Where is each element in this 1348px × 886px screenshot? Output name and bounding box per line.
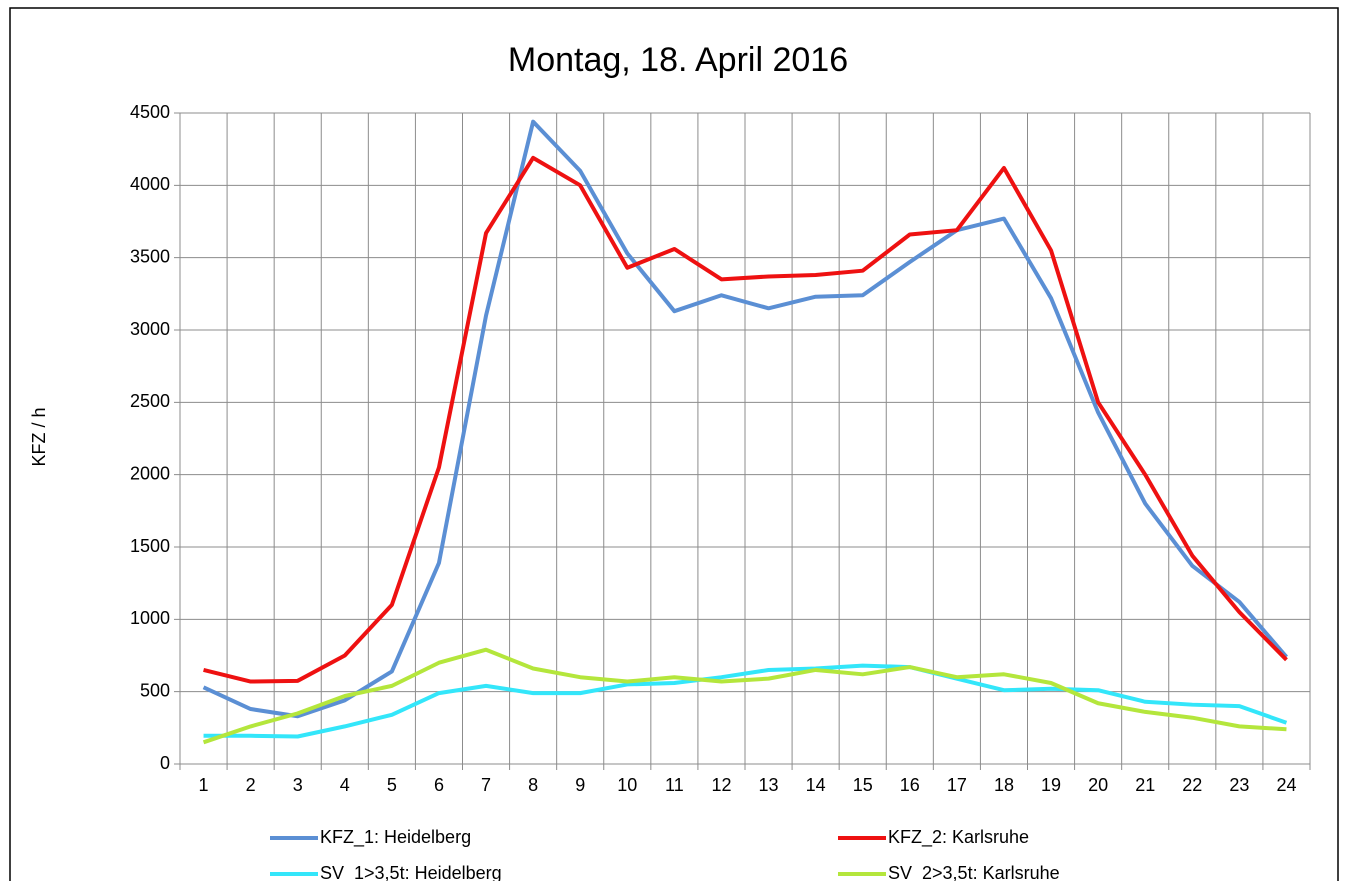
x-tick-label: 2 — [246, 775, 256, 795]
legend-label: KFZ_1: Heidelberg — [320, 827, 471, 848]
x-tick-label: 14 — [806, 775, 826, 795]
x-tick-label: 5 — [387, 775, 397, 795]
x-tick-label: 21 — [1135, 775, 1155, 795]
x-tick-label: 23 — [1229, 775, 1249, 795]
series-line — [203, 155, 1288, 684]
x-tick-label: 4 — [340, 775, 350, 795]
y-tick-label: 2500 — [130, 391, 170, 411]
x-tick-label: 10 — [617, 775, 637, 795]
x-tick-label: 3 — [293, 775, 303, 795]
x-tick-label: 22 — [1182, 775, 1202, 795]
x-tick-label: 19 — [1041, 775, 1061, 795]
x-tick-label: 15 — [853, 775, 873, 795]
x-tick-label: 9 — [575, 775, 585, 795]
legend-label: KFZ_2: Karlsruhe — [888, 827, 1029, 848]
y-tick-label: 3500 — [130, 246, 170, 266]
y-tick-label: 2000 — [130, 463, 170, 483]
y-tick-label: 500 — [140, 680, 170, 700]
legend-label: SV_2>3,5t: Karlsruhe — [888, 863, 1060, 881]
series-line — [202, 119, 1288, 719]
x-tick-label: 16 — [900, 775, 920, 795]
x-tick-label: 18 — [994, 775, 1014, 795]
x-tick-label: 13 — [759, 775, 779, 795]
chart-title: Montag, 18. April 2016 — [508, 41, 848, 79]
y-tick-label: 3000 — [130, 319, 170, 339]
series-line — [202, 647, 1287, 745]
y-axis-label: KFZ / h — [29, 407, 49, 466]
x-tick-label: 11 — [665, 775, 684, 795]
x-tick-label: 7 — [481, 775, 491, 795]
x-tick-label: 1 — [199, 775, 209, 795]
x-tick-label: 6 — [434, 775, 444, 795]
y-tick-label: 1500 — [130, 536, 170, 556]
legend-label: SV_1>3,5t: Heidelberg — [320, 863, 502, 881]
y-tick-label: 0 — [160, 753, 170, 773]
y-tick-label: 4000 — [130, 174, 170, 194]
x-tick-label: 12 — [711, 775, 731, 795]
x-tick-label: 20 — [1088, 775, 1108, 795]
y-tick-label: 4500 — [130, 102, 170, 122]
y-tick-label: 1000 — [130, 608, 170, 628]
chart-frame — [9, 7, 1339, 886]
x-tick-label: 24 — [1276, 775, 1296, 795]
series-line — [203, 663, 1288, 739]
x-tick-label: 17 — [947, 775, 967, 795]
x-tick-label: 8 — [528, 775, 538, 795]
